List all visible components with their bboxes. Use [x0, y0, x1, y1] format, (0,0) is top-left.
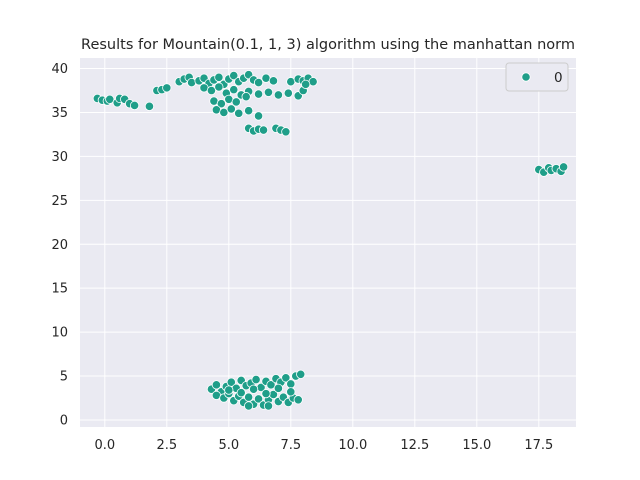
- data-point: [253, 111, 264, 121]
- x-tick-label: 12.5: [400, 438, 429, 453]
- y-axis-ticks: 0 5 10 15 20 25 30 35 40: [51, 62, 68, 428]
- data-point: [211, 380, 221, 390]
- data-point: [286, 379, 296, 389]
- y-tick-label: 0: [60, 413, 68, 428]
- legend-label: 0: [554, 70, 563, 86]
- data-point: [219, 107, 229, 118]
- data-point: [286, 387, 296, 397]
- data-point: [253, 394, 264, 404]
- y-tick-label: 35: [51, 106, 68, 121]
- y-tick-label: 30: [51, 150, 68, 165]
- chart-title: Results for Mountain(0.1, 1, 3) algorith…: [81, 37, 575, 53]
- data-point: [229, 70, 239, 81]
- y-tick-label: 10: [51, 326, 68, 341]
- x-tick-label: 15.0: [462, 438, 491, 453]
- y-tick-label: 5: [60, 370, 68, 385]
- data-point: [187, 78, 197, 88]
- data-point: [253, 78, 264, 88]
- data-point: [266, 380, 276, 390]
- x-tick-label: 0.0: [94, 438, 115, 453]
- data-point: [214, 72, 224, 82]
- data-point: [162, 83, 172, 93]
- data-point: [261, 389, 271, 399]
- x-tick-label: 7.5: [280, 438, 301, 453]
- legend: 0: [505, 62, 569, 92]
- x-tick-label: 2.5: [156, 438, 177, 453]
- x-axis-ticks: 0.0 2.5 5.0 7.5 10.0 12.5 15.0 17.5: [94, 438, 553, 453]
- data-point: [229, 85, 239, 95]
- data-point: [283, 88, 293, 98]
- data-point: [236, 388, 246, 398]
- plot-area: [80, 58, 576, 427]
- data-point: [258, 125, 269, 135]
- data-point: [214, 82, 224, 92]
- data-point: [296, 369, 306, 379]
- grid-lines: [80, 58, 576, 427]
- legend-box: [505, 62, 569, 92]
- legend-marker: [521, 72, 531, 82]
- y-tick-label: 20: [51, 238, 68, 253]
- data-point: [273, 383, 283, 393]
- data-point: [263, 401, 274, 411]
- data-point: [249, 384, 259, 394]
- data-points: [92, 70, 569, 411]
- data-point: [281, 373, 291, 383]
- data-point: [144, 101, 155, 111]
- data-point: [558, 162, 569, 172]
- data-point: [226, 104, 236, 114]
- data-point: [224, 385, 234, 395]
- data-point: [244, 401, 254, 411]
- data-point: [263, 87, 274, 97]
- data-point: [281, 127, 291, 137]
- data-point: [234, 108, 244, 118]
- data-point: [253, 89, 264, 99]
- y-tick-label: 40: [51, 62, 68, 77]
- data-point: [206, 85, 217, 96]
- x-tick-label: 17.5: [524, 438, 553, 453]
- data-point: [105, 94, 115, 104]
- data-point: [231, 97, 241, 107]
- data-point: [216, 99, 226, 109]
- y-tick-label: 15: [51, 282, 68, 297]
- data-point: [244, 106, 254, 116]
- x-tick-label: 5.0: [218, 438, 239, 453]
- y-tick-label: 25: [51, 194, 68, 209]
- data-point: [251, 374, 261, 385]
- data-point: [241, 92, 251, 102]
- x-tick-label: 10.0: [338, 438, 367, 453]
- data-point: [293, 395, 303, 405]
- data-point: [268, 76, 279, 86]
- data-point: [129, 100, 140, 111]
- data-point: [301, 79, 311, 89]
- data-point: [273, 90, 283, 100]
